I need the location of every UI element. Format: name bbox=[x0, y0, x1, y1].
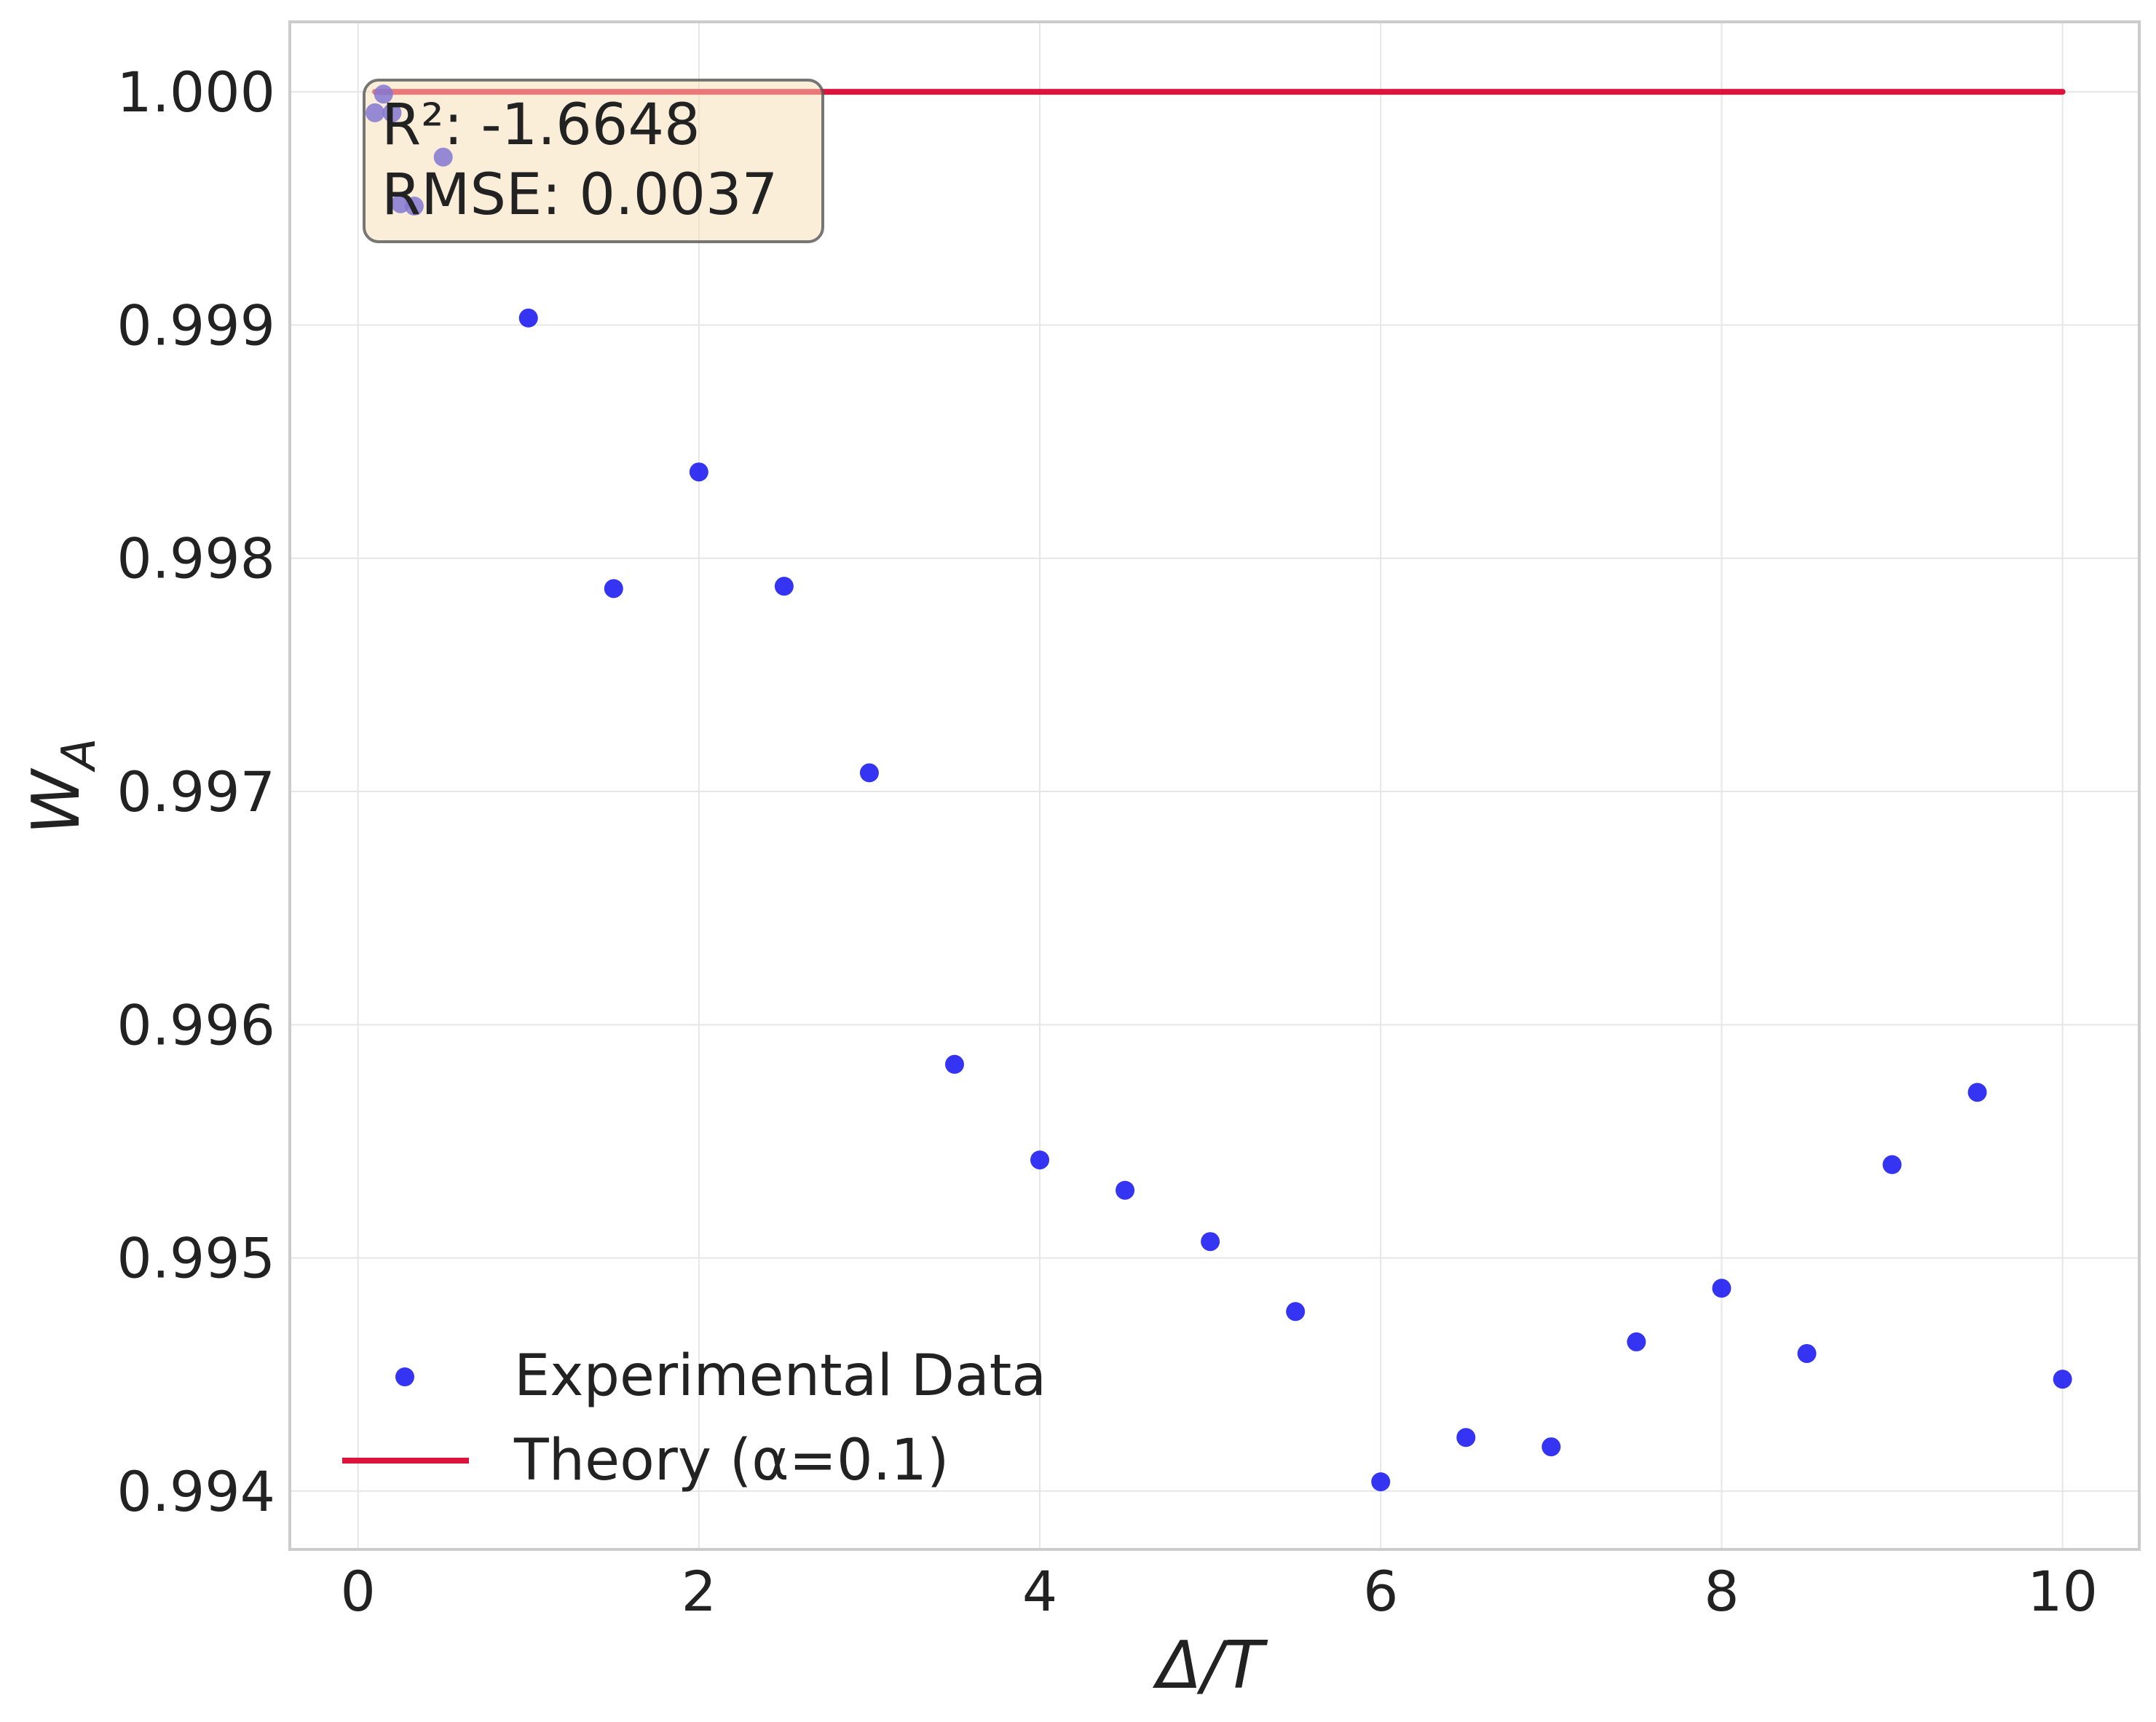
data-point bbox=[1371, 1472, 1391, 1492]
data-point bbox=[1456, 1428, 1476, 1447]
y-axis-title: WA bbox=[18, 738, 106, 835]
data-point bbox=[1967, 1083, 1987, 1102]
x-tick-label: 2 bbox=[682, 1559, 716, 1624]
y-tick-labels: 0.994 0.995 0.996 0.997 0.998 0.999 1.000 bbox=[117, 60, 275, 1524]
data-point bbox=[518, 308, 538, 328]
legend-label-experimental: Experimental Data bbox=[514, 1343, 1046, 1409]
x-tick-label: 8 bbox=[1704, 1559, 1739, 1624]
data-point bbox=[604, 579, 623, 599]
x-axis-title: Δ/T bbox=[1153, 1627, 1268, 1704]
data-point bbox=[1030, 1150, 1050, 1170]
y-tick-label: 0.999 bbox=[117, 293, 275, 358]
y-tick-label: 0.994 bbox=[117, 1459, 275, 1524]
stats-annotation: R²: -1.6648 RMSE: 0.0037 bbox=[363, 79, 824, 243]
x-tick-label: 4 bbox=[1022, 1559, 1057, 1624]
legend: Experimental Data Theory (α=0.1) bbox=[342, 1343, 1046, 1493]
rmse-text: RMSE: 0.0037 bbox=[382, 162, 778, 228]
legend-marker-experimental bbox=[395, 1367, 414, 1386]
y-tick-label: 1.000 bbox=[117, 60, 275, 125]
data-point bbox=[689, 462, 708, 482]
y-tick-label: 0.995 bbox=[117, 1226, 275, 1291]
x-tick-label: 10 bbox=[2027, 1559, 2098, 1624]
x-tick-label: 0 bbox=[340, 1559, 375, 1624]
data-point bbox=[1712, 1279, 1731, 1298]
r-squared-text: R²: -1.6648 bbox=[382, 92, 700, 158]
data-point bbox=[2053, 1370, 2072, 1389]
x-tick-label: 6 bbox=[1363, 1559, 1398, 1624]
legend-label-theory: Theory (α=0.1) bbox=[513, 1428, 949, 1493]
y-axis-title-main: W bbox=[18, 767, 95, 834]
y-tick-label: 0.996 bbox=[117, 992, 275, 1057]
stats-box bbox=[363, 79, 824, 243]
data-point bbox=[1882, 1155, 1902, 1174]
data-point bbox=[774, 577, 794, 596]
x-tick-labels: 0 2 4 6 8 10 bbox=[340, 1559, 2098, 1624]
data-point bbox=[1115, 1180, 1135, 1200]
y-tick-label: 0.997 bbox=[117, 759, 275, 824]
data-point bbox=[1286, 1302, 1306, 1322]
data-point bbox=[1627, 1332, 1646, 1351]
plot-background bbox=[290, 22, 2139, 1549]
y-tick-label: 0.998 bbox=[117, 526, 275, 591]
data-point bbox=[1201, 1232, 1220, 1252]
data-point bbox=[1541, 1437, 1561, 1457]
plot-frame bbox=[288, 20, 2141, 1551]
y-axis-title-sub: A bbox=[52, 738, 106, 773]
data-point bbox=[859, 763, 879, 783]
data-point bbox=[944, 1054, 964, 1074]
data-point bbox=[1797, 1343, 1817, 1363]
